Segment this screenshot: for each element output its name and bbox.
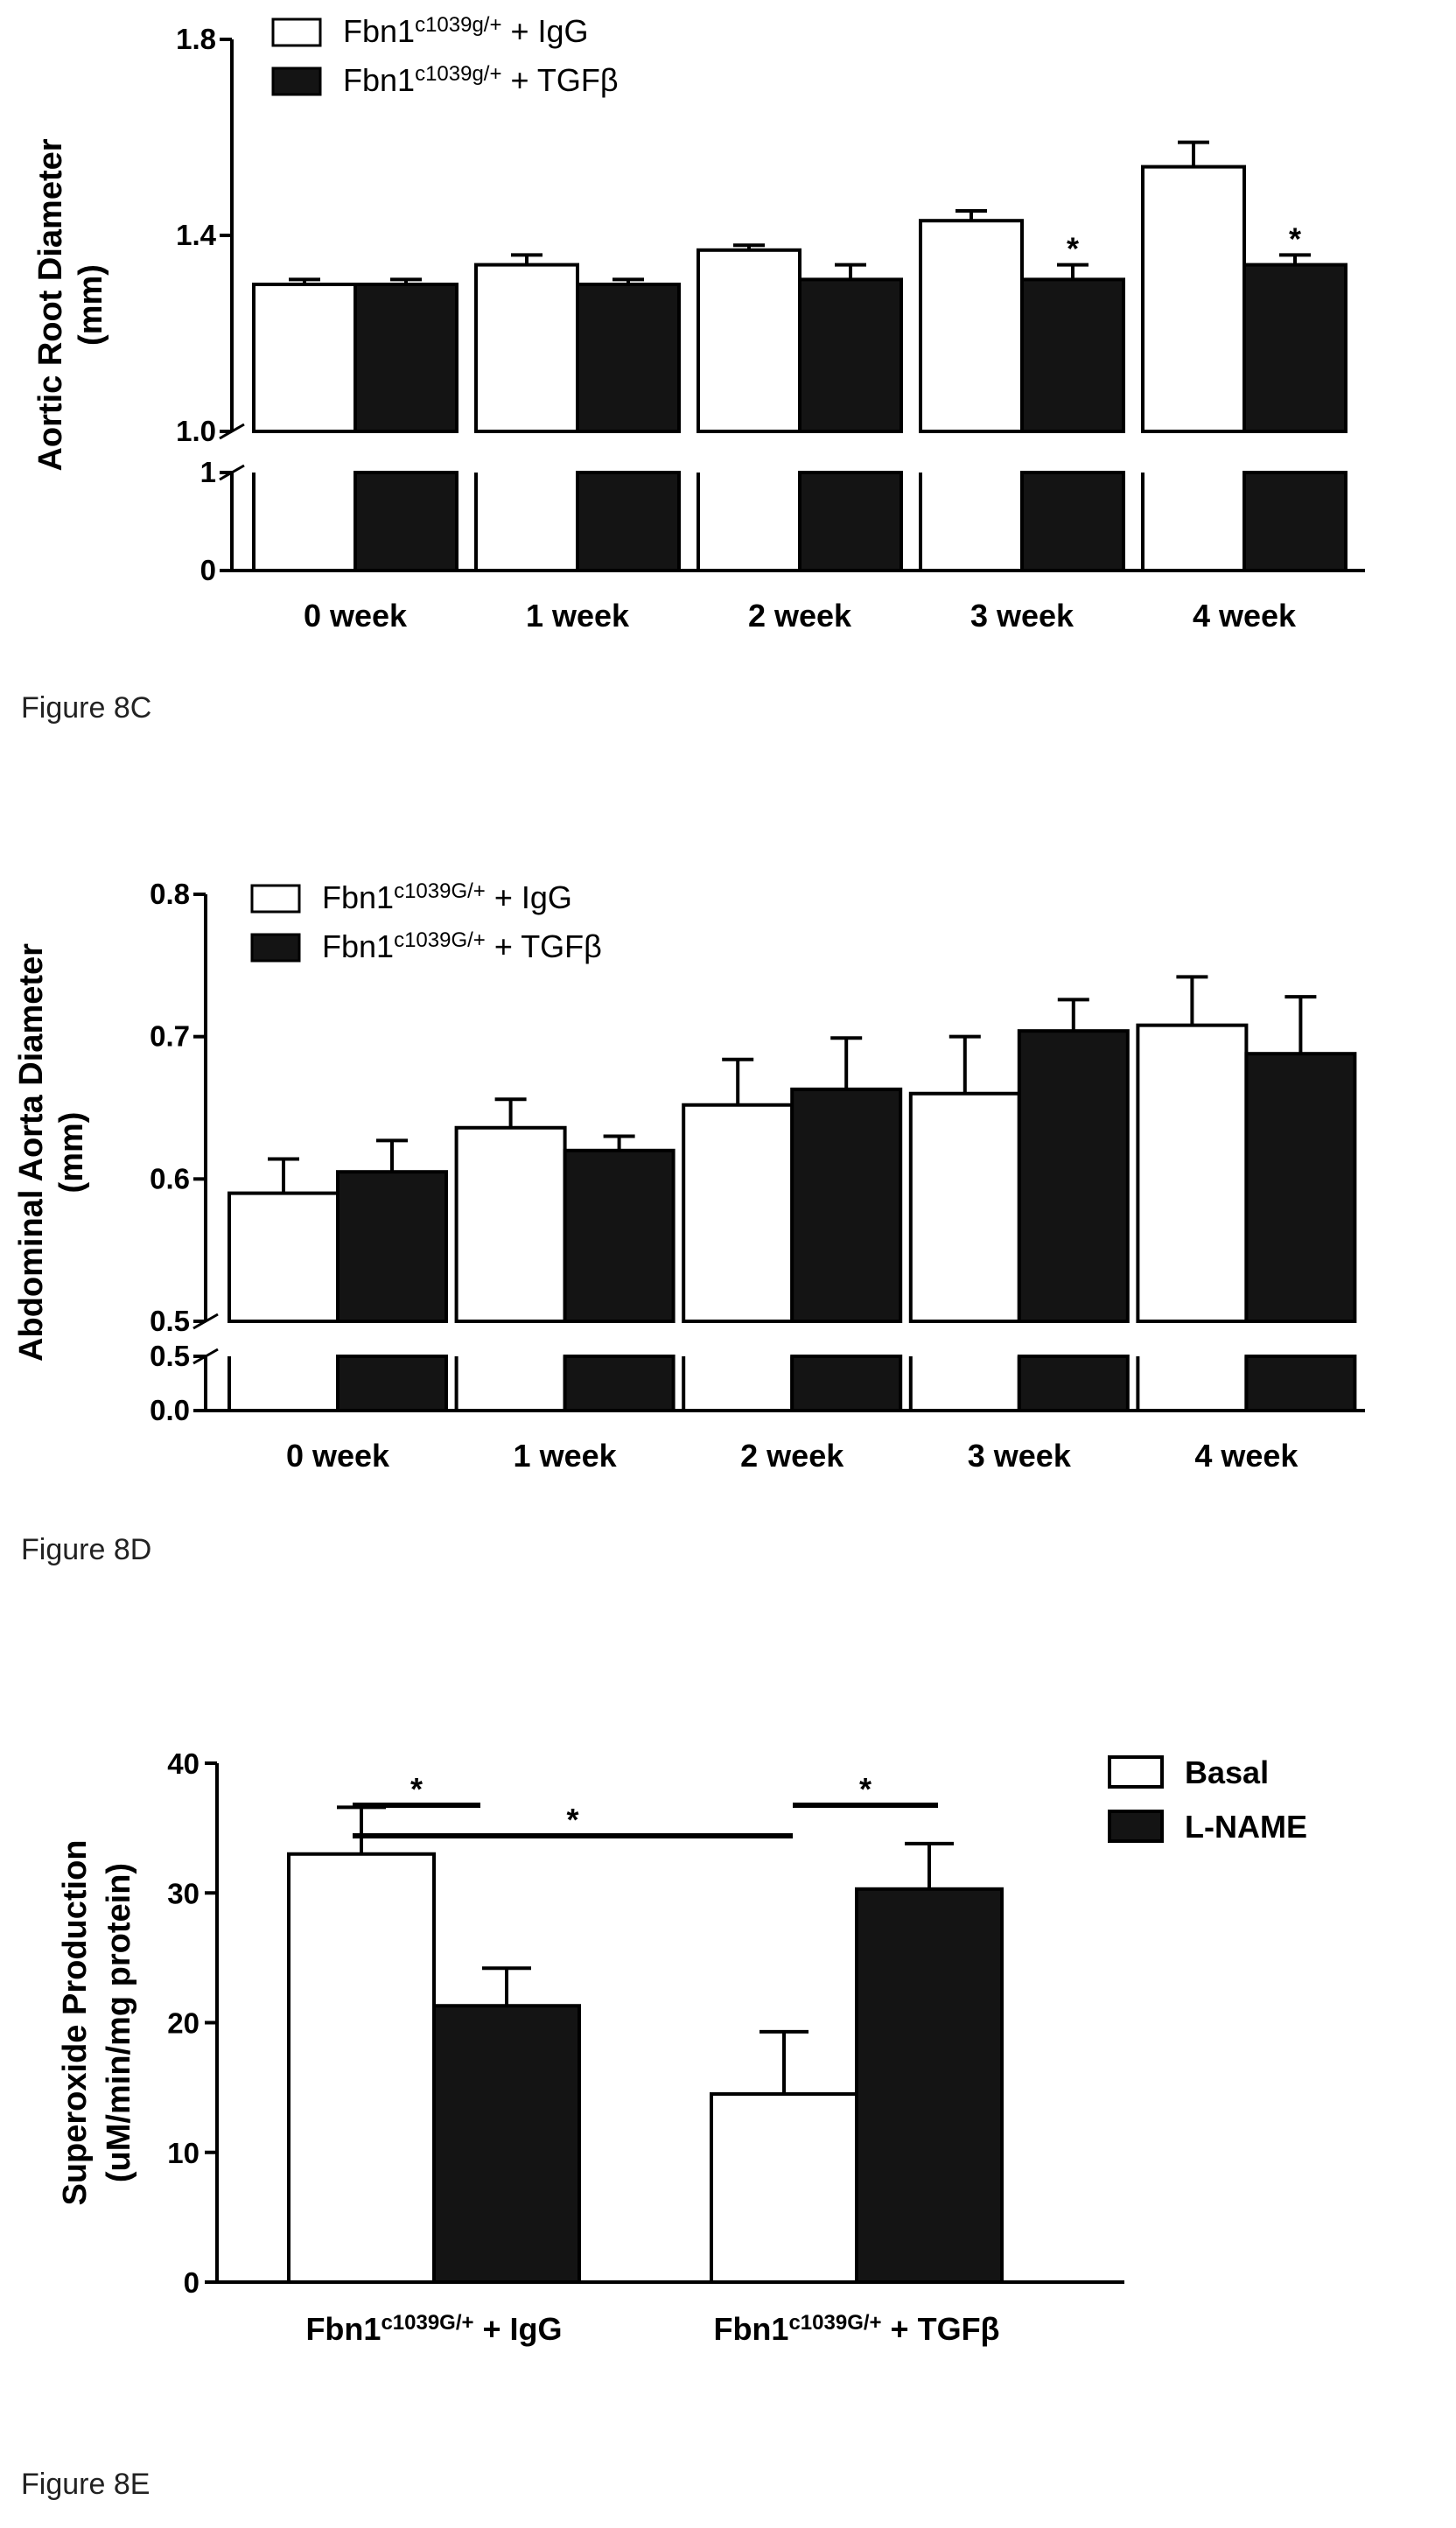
y-tick-label: 0 (184, 2266, 200, 2299)
bar (696, 248, 802, 433)
significance-marker: * (566, 1802, 578, 1838)
y-tick-label: 0.8 (150, 878, 190, 910)
x-tick-label: 3 week (970, 598, 1074, 634)
legend-label: L-NAME (1185, 1809, 1307, 1845)
y-tick-label: 1 (200, 456, 216, 488)
bar-lower (576, 471, 681, 572)
figure-caption-8c: Figure 8C (21, 691, 152, 725)
legend-label: Fbn1c1039G/+ + TGFβ (322, 928, 602, 964)
bar (252, 283, 357, 433)
y-tick-label: 0.5 (150, 1340, 190, 1372)
bar-lower (354, 471, 458, 572)
bar (1017, 1029, 1130, 1323)
bar-lower (1020, 471, 1125, 572)
legend-swatch (1108, 1755, 1164, 1789)
y-tick-label: 0.5 (150, 1305, 190, 1337)
bar-lower (563, 1355, 676, 1412)
x-tick-label: 2 week (748, 598, 852, 634)
bar-lower (798, 471, 903, 572)
y-tick-label: 20 (167, 2007, 200, 2040)
legend-label: Basal (1185, 1754, 1269, 1790)
bar (908, 1091, 1021, 1323)
bar (1242, 263, 1348, 433)
significance-marker: * (1067, 231, 1079, 267)
x-tick-label: 4 week (1193, 598, 1297, 634)
x-tick-label: 4 week (1194, 1438, 1298, 1474)
y-tick-label: 1.8 (176, 23, 216, 55)
bar-lower (790, 1355, 903, 1412)
bar (682, 1103, 794, 1323)
bar (228, 1191, 340, 1323)
bar (1136, 1023, 1249, 1324)
y-tick-label: 1.4 (176, 219, 217, 251)
y-tick-label: 0.7 (150, 1020, 190, 1053)
y-axis-label: Abdominal Aorta Diameter (mm) (13, 943, 90, 1362)
x-tick-label: 0 week (304, 598, 408, 634)
significance-marker: * (859, 1771, 872, 1807)
significance-marker: * (1289, 221, 1301, 256)
legend-swatch (271, 18, 322, 47)
chart-8c: 1.0 1.4 1.8 0 1 Aortic Root Diameter (mm) 0 wee… (32, 13, 1365, 634)
bar (798, 277, 903, 433)
y-tick-label: 0.0 (150, 1394, 190, 1426)
legend-swatch (271, 67, 322, 96)
bar (919, 219, 1024, 433)
y-axis-label-line1: Superoxide Production (57, 1839, 94, 2205)
y-tick-label: 30 (167, 1877, 200, 1909)
significance-marker: * (410, 1771, 423, 1807)
figure-caption-8e: Figure 8E (21, 2468, 150, 2501)
bar (1244, 1052, 1357, 1323)
legend-label: Fbn1c1039g/+ + IgG (343, 13, 589, 49)
y-axis-label-line2: (mm) (73, 264, 109, 346)
y-axis-label-line1: Aortic Root Diameter (32, 138, 69, 471)
bar (855, 1887, 1004, 2285)
y-tick-label: 0 (200, 554, 216, 586)
bar-lower (1242, 471, 1348, 572)
x-tick-label: Fbn1c1039G/+ + IgG (305, 2311, 562, 2347)
figure-caption-8d: Figure 8D (21, 1533, 152, 1566)
bar (432, 2004, 581, 2284)
bar (563, 1148, 676, 1323)
x-tick-label: 1 week (514, 1438, 618, 1474)
x-tick-label: Fbn1c1039G/+ + TGFβ (713, 2311, 999, 2347)
bar (336, 1170, 448, 1324)
legend-label: Fbn1c1039g/+ + TGFβ (343, 62, 619, 98)
legend-swatch (250, 884, 301, 914)
chart-8d: 0.5 0.6 0.7 0.8 0.0 0.5 Abdominal Aorta Diamet… (13, 878, 1365, 1474)
legend-swatch (250, 933, 301, 963)
y-axis-label: Aortic Root Diameter (mm) (32, 138, 109, 471)
x-tick-label: 1 week (526, 598, 630, 634)
bar (287, 1852, 436, 2284)
y-axis-label: Superoxide Production (uM/min/mg protein) (57, 1839, 137, 2205)
legend-label: Fbn1c1039G/+ + IgG (322, 879, 572, 915)
bar (474, 263, 579, 433)
y-tick-label: 10 (167, 2137, 200, 2169)
bar (354, 283, 458, 433)
bar-lower (1017, 1355, 1130, 1412)
legend-swatch (1108, 1810, 1164, 1843)
bar (1141, 165, 1246, 433)
bar (454, 1125, 567, 1324)
bar (576, 283, 681, 433)
bar (710, 2092, 858, 2284)
bar (790, 1087, 903, 1323)
x-tick-label: 2 week (740, 1438, 844, 1474)
x-tick-label: 0 week (286, 1438, 390, 1474)
chart-8e: 0 10 20 30 40 Superoxide Production (uM/min/mg… (57, 1747, 1307, 2347)
y-axis-label-line1: Abdominal Aorta Diameter (13, 943, 50, 1362)
y-axis-label-line2: (mm) (53, 1112, 90, 1194)
y-tick-label: 0.6 (150, 1162, 190, 1194)
y-tick-label: 40 (167, 1747, 200, 1780)
bar-lower (336, 1355, 448, 1412)
y-tick-label: 1.0 (176, 415, 216, 447)
y-axis-label-line2: (uM/min/mg protein) (101, 1863, 137, 2182)
bar-lower (1244, 1355, 1357, 1412)
x-tick-label: 3 week (968, 1438, 1072, 1474)
bar (1020, 277, 1125, 433)
